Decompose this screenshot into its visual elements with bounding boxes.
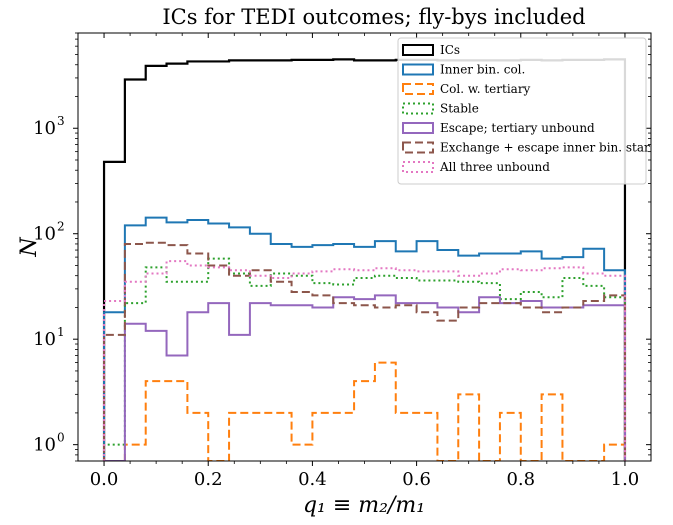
- legend-swatch-inner-bin-col: [402, 63, 434, 76]
- legend: ICs Inner bin. col. Col. w. tertiary Stable…: [397, 37, 650, 185]
- x-axis: 0.0 0.2 0.4 0.6 0.8 1.0: [90, 33, 640, 490]
- x-tick-label: 0.2: [194, 469, 223, 490]
- y-tick-label: 10: [33, 329, 56, 350]
- series-stable: [103, 257, 626, 461]
- legend-swatch-ics: [402, 44, 434, 56]
- x-tick-label: 0.4: [298, 469, 327, 490]
- y-tick-label: 10: [33, 118, 56, 139]
- y-axis-label: N: [17, 237, 42, 258]
- y-tick-label: 10: [33, 224, 56, 245]
- legend-label-col-w-tertiary: Col. w. tertiary: [440, 82, 531, 96]
- legend-swatch-all-three-unbound: [402, 161, 434, 173]
- x-axis-label: q₁ ≡ m₂/m₁: [303, 493, 425, 518]
- legend-swatch-exchange-escape-inner-bin-star: [402, 141, 434, 154]
- y-tick-exponent: 0: [57, 431, 65, 445]
- legend-label-exchange-escape-inner-bin-star: Exchange + escape inner bin. star: [440, 141, 650, 155]
- series-exchange-escape-inner-bin-star: [103, 241, 626, 461]
- x-tick-label: 1.0: [611, 469, 640, 490]
- x-tick-label: 0.6: [402, 469, 431, 490]
- chart-title: ICs for TEDI outcomes; fly-bys included: [162, 5, 585, 29]
- series-col-w-tertiary: [103, 361, 626, 461]
- y-tick-exponent: 1: [57, 325, 65, 339]
- legend-label-escape-tertiary-unbound: Escape; tertiary unbound: [440, 121, 595, 135]
- y-tick-exponent: 3: [57, 114, 65, 128]
- legend-box: [397, 37, 647, 185]
- x-tick-label: 0.0: [90, 469, 119, 490]
- y-tick-label: 10: [33, 435, 56, 456]
- legend-label-all-three-unbound: All three unbound: [439, 160, 550, 174]
- legend-label-inner-bin-col: Inner bin. col.: [440, 63, 525, 77]
- legend-swatch-stable: [402, 102, 434, 115]
- series-escape-tertiary-unbound: [103, 294, 626, 461]
- series-inner-bin-col: [103, 216, 626, 461]
- legend-label-stable: Stable: [440, 102, 479, 116]
- series-all-three-unbound: [103, 260, 626, 461]
- x-tick-label: 0.8: [506, 469, 535, 490]
- legend-label-ics: ICs: [440, 43, 460, 57]
- legend-swatch-escape-tertiary-unbound: [402, 122, 434, 134]
- y-tick-exponent: 2: [57, 220, 65, 234]
- legend-swatch-col-w-tertiary: [402, 83, 434, 95]
